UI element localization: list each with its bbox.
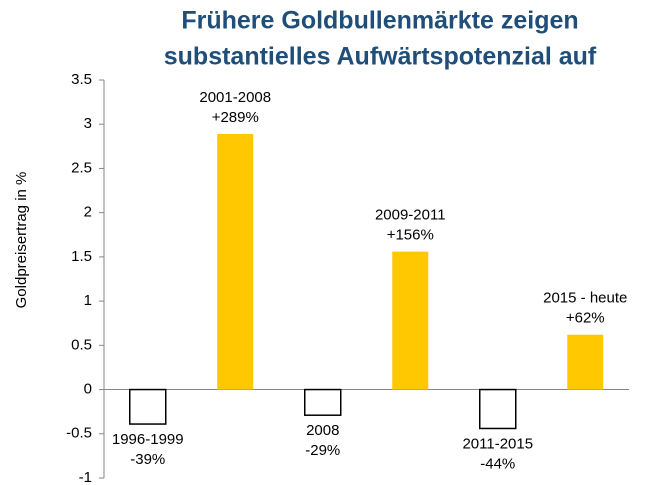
value-label: -29% <box>305 442 340 459</box>
y-tick-label: 1.5 <box>71 248 92 265</box>
y-tick-label: 0 <box>84 381 92 398</box>
bar <box>479 388 517 430</box>
category-label: 2015 - heute <box>543 290 627 307</box>
y-tick-label: 0.5 <box>71 336 92 353</box>
y-tick-label: -1 <box>79 469 92 485</box>
y-tick-label: 2.5 <box>71 159 92 176</box>
category-label: 2009-2011 <box>375 207 446 224</box>
y-tick-label: 3 <box>84 115 92 132</box>
chart-title: substantielles Aufwärtspotenzial auf <box>164 43 597 71</box>
bar <box>392 251 429 390</box>
category-label: 2011-2015 <box>462 435 533 452</box>
y-tick-label: -0.5 <box>66 425 92 442</box>
value-label: +289% <box>212 109 259 126</box>
bar <box>129 388 167 425</box>
bar <box>304 388 342 416</box>
y-tick-label: 2 <box>84 204 92 221</box>
y-axis-label: Goldpreisertrag in % <box>13 172 30 309</box>
value-label: +156% <box>387 227 434 244</box>
y-tick-label: 3.5 <box>71 71 92 88</box>
bar <box>567 334 604 390</box>
value-label: -39% <box>130 451 165 468</box>
value-label: -44% <box>480 455 515 472</box>
category-label: 1996-1999 <box>112 431 184 448</box>
bar <box>217 133 254 390</box>
category-label: 2008 <box>306 422 339 439</box>
y-tick-label: 1 <box>84 292 92 309</box>
category-label: 2001-2008 <box>199 89 271 106</box>
chart-title: Frühere Goldbullenmärkte zeigen <box>181 7 578 35</box>
value-label: +62% <box>566 310 605 327</box>
